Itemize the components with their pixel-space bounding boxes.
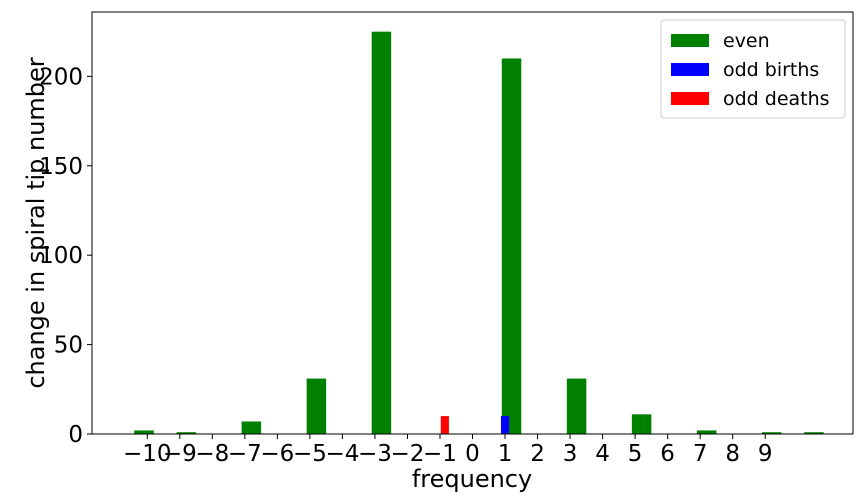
x-axis-label: frequency [412,465,532,493]
bar-even-9 [696,430,717,434]
x-tick-label: −3 [358,441,392,467]
x-tick-label: 8 [725,441,740,467]
x-tick-label: 9 [758,441,773,467]
x-tick-label: −2 [391,441,425,467]
legend-label-odd-deaths: odd deaths [723,88,830,110]
legend-label-odd-births: odd births [723,59,819,81]
x-tick-label: −4 [325,441,359,467]
y-tick-label: 100 [39,243,83,269]
x-tick-label: −10 [123,441,172,467]
bar-even-6 [501,58,522,435]
legend-swatch-even [671,34,709,47]
y-tick-label: 200 [39,64,83,90]
x-tick-label: −6 [260,441,294,467]
x-tick-label: 1 [498,441,513,467]
x-tick-label: 6 [660,441,675,467]
y-tick-label: 150 [39,154,83,180]
x-tick-label: −9 [163,441,197,467]
x-tick-label: −5 [293,441,327,467]
y-axis-ticks: 0 50 100 150 200 [39,64,92,448]
y-tick-label: 0 [68,422,83,448]
bar-odd-deaths-0 [440,416,449,434]
bar-even-11 [804,432,824,434]
bar-even-4 [371,31,392,434]
x-tick-label: 0 [465,441,480,467]
x-axis-ticks: −10−9−8−7−6−5−4−3−2−1 0 1 2 3 4 5 6 7 8 9 [123,434,773,467]
x-tick-label: −8 [195,441,229,467]
bar-even-3 [306,378,327,434]
bar-odd-births-0 [500,416,510,434]
bar-even-0 [134,430,154,434]
bar-even-1 [176,432,197,434]
x-tick-label: −7 [228,441,262,467]
y-tick-label: 50 [54,333,83,359]
bar-even-10 [761,432,782,434]
x-tick-label: 2 [530,441,545,467]
legend-label-even: even [723,30,770,52]
legend-swatch-odd-deaths [671,92,709,105]
x-tick-label: 4 [595,441,610,467]
bar-even-2 [241,421,262,434]
legend: even odd births odd deaths [660,19,846,119]
bar-even-8 [631,414,652,434]
x-tick-label: −1 [423,441,457,467]
x-tick-label: 3 [563,441,578,467]
x-tick-label: 5 [628,441,643,467]
bar-even-7 [566,378,587,434]
y-axis-label: change in spiral tip number [22,57,50,388]
x-tick-label: 7 [693,441,708,467]
bars-group [134,31,824,435]
legend-swatch-odd-births [671,63,709,76]
